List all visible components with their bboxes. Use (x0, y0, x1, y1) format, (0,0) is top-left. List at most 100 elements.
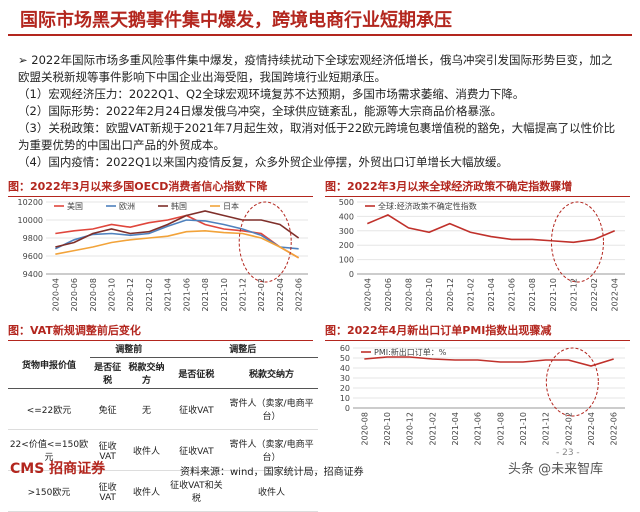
logo: CMS 招商证券 (10, 458, 105, 478)
chart: 0 100 200 300 400 500 2020-04 2020-06 2020-08 202… (339, 198, 625, 311)
table-cell: 无 (125, 388, 168, 430)
x-tick-label: 2021-12 (542, 412, 551, 445)
x-tick-label: 2021-02 (466, 278, 475, 311)
legend-label: 韩国 (171, 201, 187, 211)
table-header: 是否征税 税款交纳方 是否征税 税款交纳方 (8, 357, 318, 389)
x-tick-label: 2021-12 (569, 278, 578, 311)
legend-label: 欧洲 (119, 201, 135, 211)
y-tick-label: 200 (339, 241, 354, 250)
page-number: - 23 - (556, 448, 580, 458)
x-tick-label: 2021-08 (201, 278, 210, 311)
x-tick-label: 2020-10 (383, 412, 392, 445)
table-cell: 征收VAT (167, 429, 226, 471)
highlight-circle (545, 347, 599, 417)
watermark: 头条 @未来智库 (508, 462, 604, 477)
bullet: （2）国际形势：2022年2月24日爆发俄乌冲突，全球供应链紊乱，能源等大宗商品… (18, 104, 503, 118)
table-cell: 征收VAT (167, 388, 226, 430)
x-tick-label: 2021-06 (474, 412, 483, 445)
table-cell: 征收VAT (89, 429, 126, 471)
chart-title: 图：2022年3月以来全球经济政策不确定指数骤增 (325, 178, 630, 197)
series-line (55, 214, 300, 259)
x-tick-label: 2021-04 (487, 278, 496, 311)
bullets: ➢ 2022年国际市场多重风险事件集中爆发，疫情持续扰动下全球宏观经济低增长，俄… (18, 52, 624, 171)
x-tick-label: 2022-02 (564, 412, 573, 445)
highlight-circle (550, 201, 604, 283)
table-cell: 22<价值<=150欧元 (8, 429, 90, 471)
x-tick-label: 2020-04 (51, 278, 60, 311)
legend-label: 美国 (67, 201, 83, 211)
x-tick-label: 2021-08 (528, 278, 537, 311)
x-tick-label: 2020-12 (406, 412, 415, 445)
y-tick-label: 60 (340, 344, 350, 353)
bullet-main: ➢ 2022年国际市场多重风险事件集中爆发，疫情持续扰动下全球宏观经济低增长，俄… (18, 53, 613, 84)
series-line (55, 219, 299, 250)
logo-text: CMS (10, 461, 45, 477)
header-cell: 调整后 (167, 340, 318, 358)
table-cell: <=22欧元 (8, 388, 90, 430)
table: 货物申报价值 调整前 调整后 是否征税 税款交纳方 是否征税 税款交纳方 <=22欧元 免征… (8, 340, 318, 512)
x-tick-label: 2021-02 (428, 412, 437, 445)
x-tick-label: 2022-04 (611, 278, 620, 311)
y-tick-label: 0 (345, 404, 350, 413)
y-tick-label: 100 (339, 256, 354, 265)
x-tick-label: 2022-04 (276, 278, 285, 311)
source: 资料来源：wind，国家统计局，招商证券 (180, 467, 364, 478)
legend-label: 全球:经济政策不确定性指数 (378, 201, 477, 211)
y-tick-label: 30 (340, 374, 350, 383)
y-tick-label: 10200 (18, 198, 43, 207)
x-tick-label: 2021-06 (182, 278, 191, 311)
header-cell: 税款交纳方 (125, 357, 168, 389)
y-tick-label: 9400 (23, 270, 43, 279)
bullet: （3）关税政策：欧盟VAT新规于2021年7月起生效，取消对低于22欧元跨境包裹… (18, 121, 616, 152)
bullet-text: 2022年国际市场多重风险事件集中爆发，疫情持续扰动下全球宏观经济低增长，俄乌冲… (18, 53, 613, 84)
chart-title: 图：2022年3月以来多国OECD消费者信心指数下降 (8, 178, 313, 197)
x-tick-label: 2020-12 (446, 278, 455, 311)
x-tick-label: 2020-10 (108, 278, 117, 311)
y-tick-label: 300 (339, 227, 354, 236)
brand: 招商证券 (49, 461, 106, 477)
table-cell: 收件人 (125, 470, 168, 512)
table-cell: 寄件人（卖家/电商平台） (225, 388, 318, 430)
x-tick-label: 2022-06 (610, 412, 619, 445)
x-tick-label: 2020-08 (89, 278, 98, 311)
table-wrap: 货物申报价值 调整前 调整后 是否征税 税款交纳方 是否征税 税款交纳方 <=22欧元 免征… (8, 340, 318, 512)
x-tick-label: 2021-02 (145, 278, 154, 311)
x-tick-label: 2021-04 (451, 412, 460, 445)
header-cell: 是否征税 (167, 357, 226, 389)
x-tick-label: 2020-10 (425, 278, 434, 311)
x-tick-label: 2020-08 (405, 278, 414, 311)
bullet: （4）国内疫情：2022Q1以来国内疫情反复，众多外贸企业停摆，外贸出口订单增长… (18, 155, 508, 169)
table-cell: 免征 (89, 388, 126, 430)
x-tick-label: 2021-12 (239, 278, 248, 311)
legend-label: 日本 (223, 201, 239, 211)
y-tick-label: 400 (339, 212, 354, 221)
x-tick-label: 2021-08 (496, 412, 505, 445)
x-tick-label: 2021-06 (508, 278, 517, 311)
series-line (366, 214, 616, 244)
table-header: 货物申报价值 调整前 调整后 (8, 340, 318, 389)
x-tick-label: 2021-10 (519, 412, 528, 445)
series-line (55, 229, 300, 259)
header-cell: 货物申报价值 (8, 340, 90, 389)
x-tick-label: 2021-10 (220, 278, 229, 311)
highlight-circle (238, 201, 292, 283)
x-tick-label: 2021-10 (549, 278, 558, 311)
chart: 9400 9600 9800 10000 10200 2020-04 2020-06 2020… (18, 198, 308, 311)
x-tick-label: 2021-04 (164, 278, 173, 311)
series-line (55, 210, 300, 248)
y-tick-label: 10000 (18, 216, 43, 225)
y-tick-label: 500 (339, 198, 354, 207)
y-tick-label: 9600 (23, 252, 43, 261)
header-cell: 调整前 (89, 340, 168, 358)
legend-label: PMI:新出口订单：% (374, 347, 447, 357)
x-tick-label: 2020-12 (126, 278, 135, 311)
header-cell: 税款交纳方 (225, 357, 318, 389)
header-cell: 是否征税 (89, 357, 126, 389)
page: 国际市场黑天鹅事件集中爆发，跨境电商行业短期承压 ➢ 2022年国际市场多重风险… (8, 10, 632, 512)
y-tick-label: 50 (340, 354, 350, 363)
table-cell: 收件人 (125, 429, 168, 471)
title-rule (8, 34, 632, 36)
table-body: <=22欧元 免征无征收VAT 寄件人（卖家/电商平台） 22<价值<=150欧元 征收… (8, 388, 318, 512)
x-tick-label: 2022-06 (295, 278, 304, 311)
